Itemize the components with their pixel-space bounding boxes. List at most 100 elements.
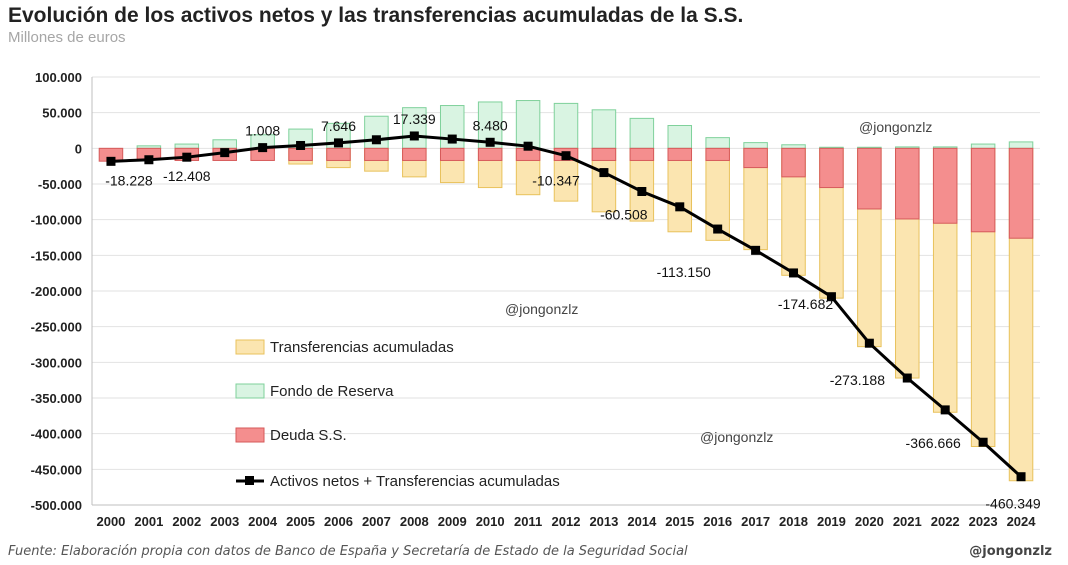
bar-fondo-reserva bbox=[705, 137, 730, 149]
net-assets-point bbox=[713, 224, 723, 234]
bar-deuda bbox=[402, 147, 427, 161]
watermark-3: @jongonzlz bbox=[700, 429, 773, 445]
chart-title: Evolución de los activos netos y las tra… bbox=[8, 4, 744, 27]
legend-label-deuda: Deuda S.S. bbox=[270, 427, 347, 444]
bar-fondo-reserva bbox=[553, 102, 579, 149]
data-label: -18.228 bbox=[105, 172, 153, 188]
net-assets-point bbox=[940, 405, 950, 415]
legend-label-fondo: Fondo de Reserva bbox=[270, 383, 394, 400]
bar-deuda bbox=[743, 147, 768, 169]
net-assets-point bbox=[675, 202, 685, 212]
bar-deuda bbox=[288, 147, 313, 161]
legend-label-line: Activos netos + Transferencias acumulada… bbox=[270, 473, 560, 490]
bar-fondo-reserva bbox=[515, 100, 541, 149]
bar-deuda bbox=[970, 147, 996, 233]
author-credit: @jongonzlz bbox=[969, 544, 1052, 559]
net-assets-point bbox=[826, 292, 836, 302]
x-tick-label: 2022 bbox=[931, 514, 960, 529]
watermark-2: @jongonzlz bbox=[505, 301, 578, 317]
legend-swatch-marker bbox=[245, 476, 254, 485]
data-label: -460.349 bbox=[985, 496, 1040, 512]
net-assets-point bbox=[371, 135, 381, 145]
legend-swatch-transferencias bbox=[235, 339, 265, 355]
x-tick-label: 2000 bbox=[96, 514, 125, 529]
legend-swatch-deuda bbox=[235, 427, 265, 443]
bars bbox=[98, 100, 1034, 482]
data-label: -12.408 bbox=[163, 168, 211, 184]
watermark-1: @jongonzlz bbox=[859, 119, 932, 135]
net-assets-point bbox=[751, 245, 761, 255]
axes: 100.000 50.000 0 -50.000 -100.000 -150.000 -20… bbox=[31, 70, 1040, 529]
data-label: -366.666 bbox=[906, 435, 961, 451]
x-tick-label: 2007 bbox=[362, 514, 391, 529]
legend-label-transferencias: Transferencias acumuladas bbox=[270, 339, 454, 356]
y-tick-label: 0 bbox=[75, 141, 82, 156]
legend: Transferencias acumuladas Fondo de Reser… bbox=[235, 339, 560, 490]
bar-fondo-reserva bbox=[743, 142, 768, 149]
bar-deuda bbox=[895, 147, 920, 220]
net-assets-line bbox=[106, 131, 1026, 482]
x-tick-label: 2002 bbox=[172, 514, 201, 529]
net-assets-point bbox=[409, 131, 419, 141]
x-tick-label: 2006 bbox=[324, 514, 353, 529]
legend-swatch-fondo bbox=[235, 383, 265, 399]
x-tick-label: 2003 bbox=[210, 514, 239, 529]
x-tick-label: 2012 bbox=[552, 514, 581, 529]
watermarks: @jongonzlz @jongonzlz @jongonzlz bbox=[505, 119, 932, 445]
bar-fondo-reserva bbox=[591, 109, 617, 149]
bar-deuda bbox=[326, 147, 351, 161]
y-tick-label: 100.000 bbox=[35, 70, 82, 85]
net-assets-point bbox=[599, 168, 609, 178]
bar-deuda bbox=[781, 147, 806, 178]
x-tick-label: 2019 bbox=[817, 514, 846, 529]
data-label: 1.008 bbox=[245, 123, 280, 139]
y-tick-label: -400.000 bbox=[31, 427, 82, 442]
y-tick-label: -350.000 bbox=[31, 391, 82, 406]
x-tick-label: 2013 bbox=[589, 514, 618, 529]
data-label: -60.508 bbox=[600, 206, 648, 222]
y-tick-label: -250.000 bbox=[31, 320, 82, 335]
x-tick-label: 2010 bbox=[476, 514, 505, 529]
net-assets-point bbox=[864, 338, 874, 348]
x-tick-label: 2021 bbox=[893, 514, 922, 529]
x-tick-label: 2018 bbox=[779, 514, 808, 529]
bar-deuda bbox=[932, 147, 958, 224]
bar-deuda bbox=[819, 147, 844, 189]
bar-deuda bbox=[439, 147, 465, 161]
source-note: Fuente: Elaboración propia con datos de … bbox=[8, 544, 688, 559]
data-labels: -18.228 -12.408 1.008 7.646 17.339 8.480 -10.3… bbox=[105, 111, 1041, 512]
net-assets-point bbox=[485, 137, 495, 147]
x-tick-label: 2014 bbox=[627, 514, 657, 529]
data-label: -273.188 bbox=[830, 372, 885, 388]
net-assets-point bbox=[220, 148, 230, 158]
data-label: -10.347 bbox=[532, 173, 580, 189]
y-tick-label: 50.000 bbox=[42, 106, 82, 121]
x-tick-label: 2004 bbox=[248, 514, 278, 529]
net-assets-point bbox=[447, 134, 457, 144]
net-assets-point bbox=[637, 186, 647, 196]
bar-fondo-reserva bbox=[1008, 141, 1034, 149]
data-label: 8.480 bbox=[473, 117, 508, 133]
x-tick-label: 2009 bbox=[438, 514, 467, 529]
bar-deuda bbox=[667, 147, 693, 161]
x-tick-label: 2017 bbox=[741, 514, 770, 529]
net-assets-point bbox=[182, 152, 192, 162]
net-assets-point bbox=[978, 437, 988, 447]
bar-fondo-reserva bbox=[781, 144, 806, 149]
bar-deuda bbox=[591, 147, 617, 161]
x-tick-label: 2015 bbox=[665, 514, 694, 529]
net-assets-point bbox=[523, 141, 533, 151]
bar-fondo-reserva bbox=[970, 143, 996, 149]
bar-fondo-reserva bbox=[629, 117, 655, 149]
bar-deuda bbox=[857, 147, 882, 210]
net-assets-point bbox=[144, 155, 154, 165]
x-tick-label: 2016 bbox=[703, 514, 732, 529]
net-assets-point bbox=[258, 143, 268, 153]
bar-deuda bbox=[477, 147, 503, 161]
x-tick-label: 2024 bbox=[1007, 514, 1037, 529]
x-tick-label: 2020 bbox=[855, 514, 884, 529]
y-tick-label: -100.000 bbox=[31, 213, 82, 228]
bar-fondo-reserva bbox=[212, 139, 237, 149]
bar-deuda bbox=[629, 147, 655, 161]
bar-deuda bbox=[364, 147, 389, 161]
